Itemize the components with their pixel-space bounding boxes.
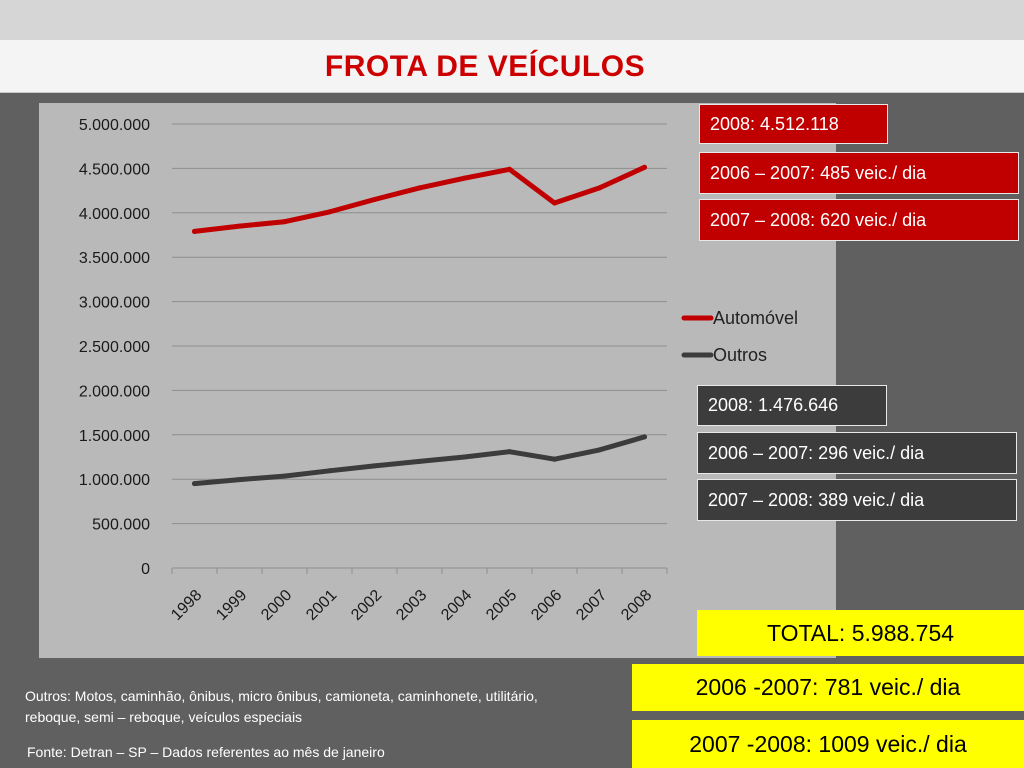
callout-auto-rate-2007-2008: 2007 – 2008: 620 veic./ dia: [699, 199, 1019, 241]
data-point: [327, 468, 332, 474]
series-line-automovel: [192, 164, 647, 234]
x-tick-label: 2006: [528, 587, 565, 624]
data-point: [417, 458, 422, 464]
title-bar: FROTA DE VEÍCULOS: [0, 40, 1024, 93]
data-point: [192, 228, 197, 234]
y-tick-label: 500.000: [92, 517, 150, 534]
x-tick-label: 2005: [483, 587, 520, 624]
data-point: [597, 447, 602, 453]
data-point: [507, 166, 512, 172]
x-tick-label: 2008: [618, 587, 655, 624]
callout-outros-rate-2007-2008: 2007 – 2008: 389 veic./ dia: [697, 479, 1017, 521]
y-tick-label: 4.500.000: [79, 161, 150, 178]
x-tick-label: 2002: [348, 587, 385, 624]
data-point: [642, 164, 647, 170]
data-point: [462, 175, 467, 181]
y-tick-label: 0: [141, 561, 150, 578]
y-tick-label: 4.000.000: [79, 206, 150, 223]
legend-label: Automóvel: [713, 308, 798, 328]
data-point: [282, 219, 287, 225]
data-point: [282, 473, 287, 479]
callout-grand-total: TOTAL: 5.988.754: [697, 610, 1024, 656]
line-chart: 0 500.000 1.000.000 1.500.000 2.000.000 2.500…: [79, 117, 798, 624]
data-point: [417, 185, 422, 191]
callout-auto-rate-2006-2007: 2006 – 2007: 485 veic./ dia: [699, 152, 1019, 194]
data-point: [237, 477, 242, 483]
y-tick-label: 2.000.000: [79, 383, 150, 400]
y-tick-label: 3.000.000: [79, 295, 150, 312]
y-tick-label: 2.500.000: [79, 339, 150, 356]
x-tick-label: 1998: [168, 587, 205, 624]
callout-auto-total: 2008: 4.512.118: [699, 104, 888, 144]
callout-total-rate-2006-2007: 2006 -2007: 781 veic./ dia: [632, 664, 1024, 711]
x-tick-label: 2003: [393, 587, 430, 624]
y-tick-label: 1.500.000: [79, 428, 150, 445]
data-point: [372, 463, 377, 469]
y-tick-label: 1.000.000: [79, 472, 150, 489]
data-point: [552, 200, 557, 206]
data-point: [462, 454, 467, 460]
footnote-outros: Outros: Motos, caminhão, ônibus, micro ô…: [25, 688, 538, 725]
top-strip: [0, 0, 1024, 40]
y-tick-label: 5.000.000: [79, 117, 150, 134]
callout-total-rate-2007-2008: 2007 -2008: 1009 veic./ dia: [632, 720, 1024, 768]
x-tick-label: 1999: [213, 587, 250, 624]
data-point: [597, 185, 602, 191]
data-point: [507, 449, 512, 455]
x-tick-label: 2004: [438, 587, 475, 624]
data-point: [552, 456, 557, 462]
data-point: [642, 434, 647, 440]
callout-outros-total: 2008: 1.476.646: [697, 385, 887, 426]
legend-label: Outros: [713, 345, 767, 365]
slide-title: FROTA DE VEÍCULOS: [324, 50, 646, 83]
x-tick-label: 2000: [258, 587, 295, 624]
x-tick-label: 2001: [303, 587, 340, 624]
y-tick-label: 3.500.000: [79, 250, 150, 267]
x-tick-label: 2007: [573, 587, 610, 624]
data-point: [192, 481, 197, 487]
source-note: Fonte: Detran – SP – Dados referentes ao…: [27, 744, 385, 760]
chart-panel: 0 500.000 1.000.000 1.500.000 2.000.000 2.500…: [39, 103, 836, 658]
data-point: [327, 209, 332, 215]
data-point: [372, 196, 377, 202]
data-point: [237, 223, 242, 229]
callout-outros-rate-2006-2007: 2006 – 2007: 296 veic./ dia: [697, 432, 1017, 474]
